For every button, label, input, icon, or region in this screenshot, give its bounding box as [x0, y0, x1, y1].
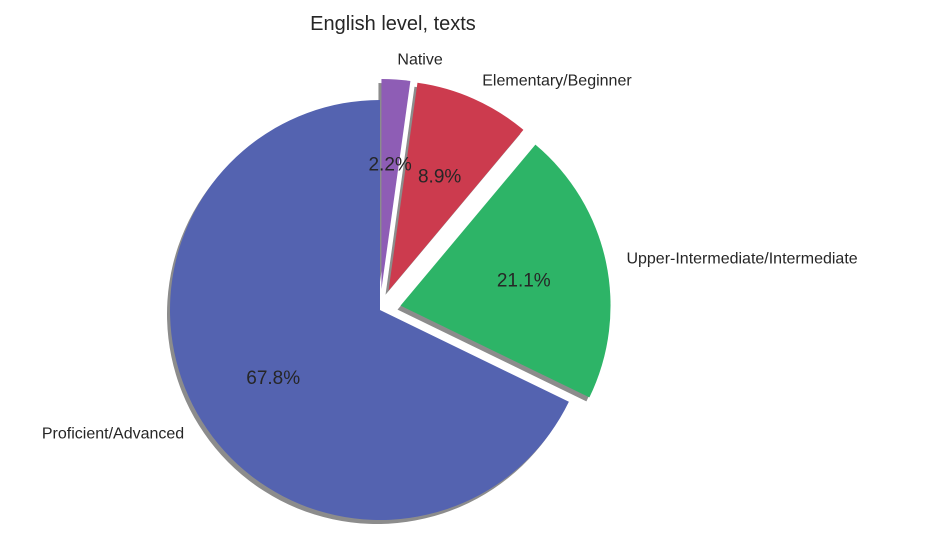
slice-upper-intermediate-intermediate — [400, 144, 611, 398]
pct-label-upper-intermediate-intermediate: 21.1% — [497, 270, 551, 291]
pct-label-native: 2.2% — [368, 154, 411, 175]
slice-labels: Proficient/Advanced Upper-Intermediate/In… — [42, 52, 858, 443]
slice-label-elementary-beginner: Elementary/Beginner — [482, 73, 632, 90]
slice-label-proficient-advanced: Proficient/Advanced — [42, 426, 184, 443]
chart-title: English level, texts — [310, 13, 476, 35]
slices — [170, 79, 611, 520]
slice-proficient-advanced — [170, 100, 569, 520]
slice-native — [381, 79, 411, 290]
percentage-labels: 67.8% 21.1% 8.9% 2.2% — [246, 154, 551, 388]
slice-label-native: Native — [397, 52, 442, 69]
slice-elementary-beginner — [388, 82, 524, 291]
pct-label-proficient-advanced: 67.8% — [246, 368, 300, 389]
slice-label-upper-intermediate-intermediate: Upper-Intermediate/Intermediate — [626, 250, 857, 267]
pct-label-elementary-beginner: 8.9% — [418, 167, 461, 188]
